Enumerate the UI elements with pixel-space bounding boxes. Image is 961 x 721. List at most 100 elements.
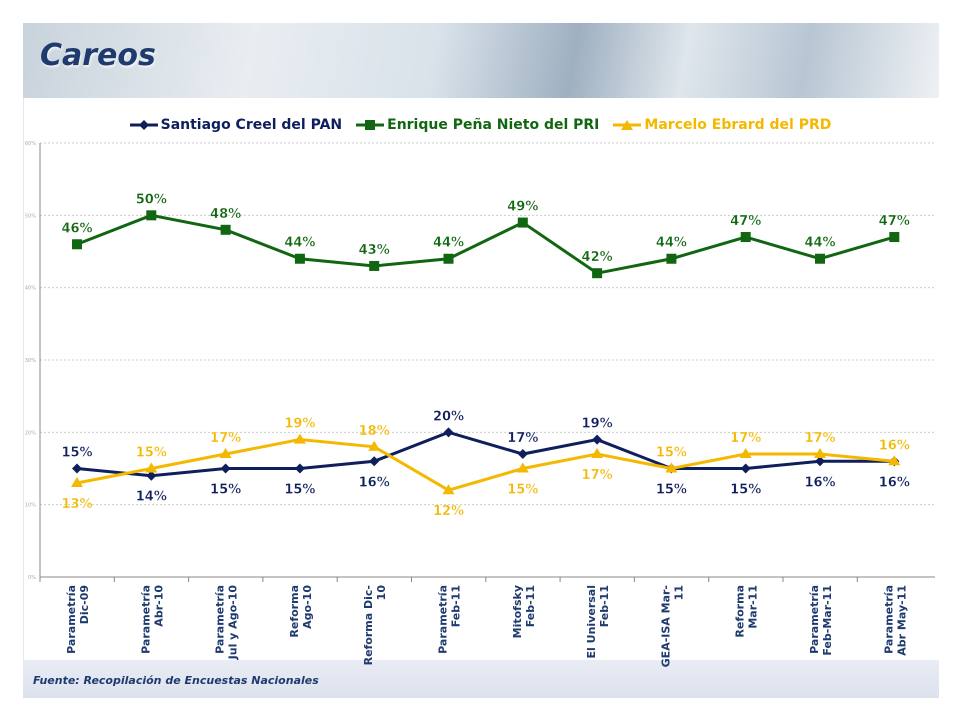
data-point — [739, 448, 752, 459]
x-tick-label: El UniversalFeb-11 — [585, 585, 611, 658]
x-tick-label-line: Feb-11 — [450, 585, 463, 627]
data-point — [740, 463, 751, 474]
data-label: 20% — [433, 409, 464, 424]
data-label: 17% — [507, 431, 538, 446]
x-tick-label: MitofskyFeb-11 — [511, 585, 537, 638]
x-tick-label: ParametríaJul y Ago-10 — [214, 585, 240, 661]
data-point — [294, 463, 305, 474]
x-tick-label-line: Mitofsky — [511, 585, 524, 638]
data-point — [889, 232, 900, 243]
data-point — [815, 456, 825, 467]
legend-diamond-icon — [129, 120, 158, 130]
data-label: 15% — [656, 483, 687, 498]
data-point — [443, 253, 454, 264]
y-tick-label: 60% — [25, 141, 36, 147]
data-label: 15% — [730, 483, 761, 498]
x-tick-label: ParametríaAbr May-11 — [882, 585, 908, 656]
data-label: 17% — [730, 431, 761, 446]
x-tick-label-line: Ago-10 — [301, 585, 314, 629]
data-label: 47% — [730, 214, 761, 229]
x-tick-label-line: Dic-09 — [78, 585, 91, 624]
chart-panel — [23, 98, 940, 660]
data-label: 44% — [656, 236, 687, 251]
data-point — [666, 253, 677, 264]
legend-item: Marcelo Ebrard del PRD — [613, 117, 831, 133]
header-banner — [23, 23, 939, 98]
data-point — [815, 253, 825, 264]
series-line — [76, 438, 895, 492]
x-tick-label-line: 10 — [375, 585, 388, 601]
data-point — [71, 476, 83, 487]
x-tick-label-line: Reforma — [734, 585, 747, 638]
y-tick-label: 0% — [28, 575, 36, 581]
data-label: 19% — [582, 417, 613, 432]
x-tick-label: ParametríaDic-09 — [65, 585, 91, 654]
series-line — [76, 213, 895, 275]
legend-item: Enrique Peña Nieto del PRI — [356, 117, 599, 133]
x-tick-label-line: GEA-ISA Mar- — [659, 585, 672, 667]
data-point — [592, 434, 603, 445]
x-tick-label-line: Parametría — [808, 585, 821, 654]
x-tick-label-line: Feb-11 — [598, 585, 611, 627]
data-point — [220, 463, 231, 474]
data-label: 43% — [359, 243, 390, 258]
y-tick-label: 30% — [25, 358, 36, 364]
footer-bar — [23, 660, 939, 698]
x-tick-label: ParametríaAbr-10 — [139, 585, 165, 654]
x-tick-label: ParametríaFeb-11 — [437, 585, 463, 654]
y-tick-label: 10% — [25, 503, 36, 509]
data-label: 50% — [136, 192, 167, 207]
x-tick-label-line: El Universal — [585, 585, 598, 658]
x-tick-label-line: Abr-10 — [152, 585, 165, 627]
data-label: 18% — [359, 424, 390, 439]
data-label: 16% — [804, 475, 835, 490]
series-line — [76, 430, 895, 478]
legend-label: Enrique Peña Nieto del PRI — [387, 117, 600, 133]
x-tick-label-line: Feb-11 — [524, 585, 537, 627]
data-label: 16% — [879, 438, 910, 453]
data-point — [888, 455, 901, 466]
data-point — [369, 260, 380, 271]
x-tick-label-line: Parametría — [139, 585, 152, 654]
data-label: 44% — [433, 236, 464, 251]
x-tick-label: ParametríaFeb-Mar-11 — [808, 585, 834, 656]
data-point — [442, 484, 455, 495]
data-label: 12% — [433, 504, 464, 519]
x-tick-label: ReformaMar-11 — [734, 585, 760, 638]
data-label: 15% — [136, 446, 167, 461]
legend-label: Marcelo Ebrard del PRD — [644, 117, 832, 133]
x-tick-label-line: Parametría — [437, 585, 450, 654]
x-tick-label-line: 11 — [672, 585, 685, 600]
data-label: 44% — [804, 236, 835, 251]
x-tick-label: ReformaAgo-10 — [288, 585, 314, 638]
data-point — [293, 433, 306, 444]
x-tick-label: Reforma Dic-10 — [362, 585, 388, 666]
data-point — [814, 448, 826, 459]
x-tick-label-line: Parametría — [882, 585, 895, 654]
data-label: 17% — [582, 468, 613, 483]
data-point — [369, 456, 380, 467]
data-label: 14% — [136, 490, 167, 505]
y-tick-label: 40% — [25, 286, 36, 292]
data-point — [516, 462, 529, 473]
data-label: 42% — [582, 250, 613, 265]
data-point — [146, 470, 157, 481]
data-label: 16% — [359, 475, 390, 490]
data-point — [368, 440, 381, 451]
data-label: 47% — [879, 214, 910, 229]
data-point — [740, 232, 751, 243]
data-point — [592, 268, 603, 279]
data-point — [665, 462, 678, 473]
data-label: 16% — [879, 475, 910, 490]
y-tick-label: 50% — [25, 213, 36, 219]
data-label: 48% — [210, 207, 241, 222]
data-point — [145, 462, 158, 473]
x-tick-label-line: Abr May-11 — [895, 585, 908, 656]
data-point — [443, 427, 454, 438]
x-tick-label: GEA-ISA Mar-11 — [659, 585, 685, 667]
data-label: 49% — [507, 200, 538, 215]
data-point — [294, 253, 305, 264]
x-tick-label-line: Reforma Dic- — [362, 585, 375, 665]
data-label: 44% — [284, 236, 315, 251]
